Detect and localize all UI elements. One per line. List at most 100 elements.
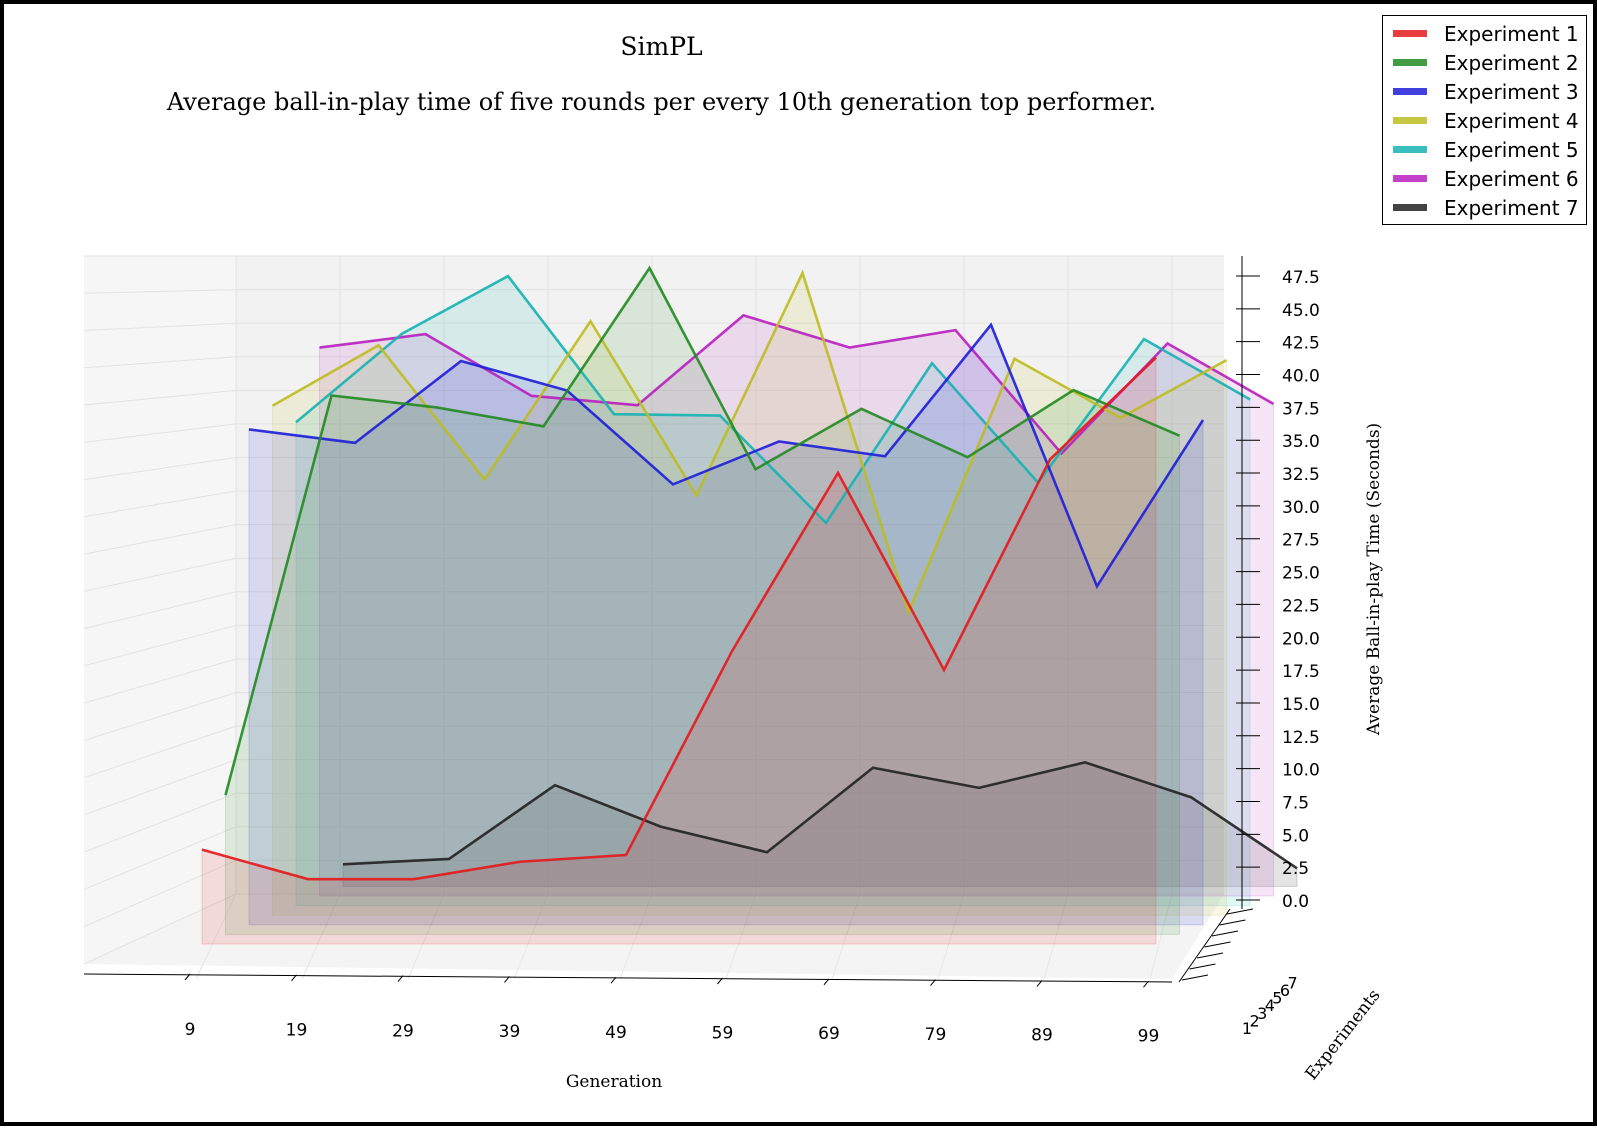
grid-line-side xyxy=(83,624,237,667)
series-lines xyxy=(201,265,1298,881)
y-axis-label: Average Ball-in-play Time (Seconds) xyxy=(1364,423,1384,736)
legend-label: Experiment 3 xyxy=(1444,79,1579,104)
y-tick-label: 40.0 xyxy=(1282,367,1320,387)
series-fills xyxy=(201,267,1298,945)
chart-grid xyxy=(83,255,1224,980)
series-line xyxy=(342,761,1298,870)
depth-tick xyxy=(1226,908,1254,915)
grid-line-side xyxy=(83,490,237,518)
y-tick-label: 37.5 xyxy=(1282,399,1320,419)
legend-label: Experiment 7 xyxy=(1444,195,1579,220)
x-tick xyxy=(1143,980,1149,988)
grid-line-floor xyxy=(1043,893,1069,980)
grid-line-side xyxy=(83,356,237,369)
legend-item: Experiment 5 xyxy=(1383,135,1586,164)
grid-line-side xyxy=(83,725,237,779)
series-line xyxy=(271,269,1228,617)
x-tick-label: 89 xyxy=(1031,1026,1053,1046)
grid-line-floor xyxy=(301,893,341,980)
y-tick-label: 0.0 xyxy=(1282,892,1309,912)
grid-line-side xyxy=(83,423,237,443)
y-tick-label: 35.0 xyxy=(1282,432,1320,452)
series-line xyxy=(224,265,1181,796)
depth-tick-label: 1 xyxy=(1242,1019,1252,1038)
legend-label: Experiment 6 xyxy=(1444,166,1579,191)
y-tick-label: 45.0 xyxy=(1282,301,1320,321)
x-tick-label: 69 xyxy=(818,1024,840,1044)
grid-line-side xyxy=(83,389,237,406)
grid-line-side xyxy=(83,859,237,928)
y-tick-label: 32.5 xyxy=(1282,465,1320,485)
x-tick xyxy=(610,976,617,984)
y-tick-label: 47.5 xyxy=(1282,268,1320,288)
legend-swatch xyxy=(1393,59,1427,66)
depth-tick xyxy=(1196,952,1224,959)
grid-line-side xyxy=(83,658,237,704)
grid-line-floor xyxy=(407,893,445,980)
depth-tick xyxy=(1189,963,1216,970)
series-line xyxy=(201,356,1157,881)
depth-tick-label: 7 xyxy=(1288,973,1298,992)
chart-legend: Experiment 1 Experiment 2 Experiment 3 Expe… xyxy=(1382,15,1587,225)
floor-pane xyxy=(84,894,1224,979)
grid-line-floor xyxy=(937,893,965,980)
depth-tick-label: 4 xyxy=(1265,996,1275,1015)
y-tick-label: 42.5 xyxy=(1282,334,1320,354)
y-tick-label: 30.0 xyxy=(1282,498,1320,518)
x-tick xyxy=(1036,980,1043,987)
x-tick xyxy=(504,976,510,983)
series-line xyxy=(248,322,1205,590)
x-axis-label: Generation xyxy=(566,1072,662,1092)
legend-swatch xyxy=(1393,30,1427,37)
x-tick xyxy=(291,974,297,982)
x-tick-label: 19 xyxy=(286,1021,308,1041)
y-tick-label: 7.5 xyxy=(1282,793,1309,813)
legend-swatch xyxy=(1393,146,1427,153)
depth-tick xyxy=(1219,919,1246,926)
x-tick xyxy=(823,978,830,986)
depth-tick-label: 6 xyxy=(1280,981,1290,1000)
depth-tick xyxy=(1211,930,1239,937)
legend-label: Experiment 1 xyxy=(1444,21,1579,46)
grid-line-side xyxy=(83,524,237,555)
y-tick-label: 22.5 xyxy=(1282,596,1320,616)
x-tick-label: 79 xyxy=(925,1025,947,1045)
y-tick-label: 25.0 xyxy=(1282,564,1320,584)
x-tick-label: 39 xyxy=(499,1022,521,1042)
legend-swatch xyxy=(1393,117,1427,124)
x-tick xyxy=(930,979,936,986)
legend-item: Experiment 3 xyxy=(1383,77,1586,106)
series-line xyxy=(295,274,1251,525)
grid-line-floor xyxy=(1149,893,1173,980)
grid-line-floor xyxy=(725,893,757,980)
depth-tick-label: 2 xyxy=(1250,1011,1260,1030)
depth-tick-label: 3 xyxy=(1257,1004,1267,1023)
legend-label: Experiment 4 xyxy=(1444,108,1579,133)
legend-swatch xyxy=(1393,204,1427,211)
y-tick-label: 5.0 xyxy=(1282,826,1309,846)
legend-swatch xyxy=(1393,175,1427,182)
grid-line-floor xyxy=(195,893,237,980)
depth-axis-label: Experiments xyxy=(1302,986,1385,1084)
grid-line-side xyxy=(83,893,237,965)
y-tick-label: 12.5 xyxy=(1282,728,1320,748)
grid-line-side xyxy=(83,759,237,816)
x-tick-label: 99 xyxy=(1138,1026,1160,1046)
x-axis-line xyxy=(83,973,1173,983)
x-tick xyxy=(184,973,191,981)
y-tick-label: 2.5 xyxy=(1282,859,1309,879)
chart-canvas: 9 19 29 39 49 59 69 79 89 99 Generation 0.0 2.5 5.0 7.… xyxy=(83,255,1385,1092)
chart-axes: 9 19 29 39 49 59 69 79 89 99 Generation 0.0 2.5 5.0 7.… xyxy=(83,256,1385,1092)
legend-label: Experiment 5 xyxy=(1444,137,1579,162)
grid-line-floor xyxy=(619,893,653,980)
depth-tick-label: 5 xyxy=(1272,989,1282,1008)
legend-label: Experiment 2 xyxy=(1444,50,1579,75)
grid-line-side xyxy=(83,591,237,630)
grid-line-side xyxy=(83,557,237,592)
depth-tick xyxy=(1204,941,1231,948)
chart-title: SimPL xyxy=(620,32,703,61)
legend-item: Experiment 2 xyxy=(1383,48,1586,77)
grid-line-side xyxy=(83,456,237,481)
y-tick-label: 15.0 xyxy=(1282,695,1320,715)
